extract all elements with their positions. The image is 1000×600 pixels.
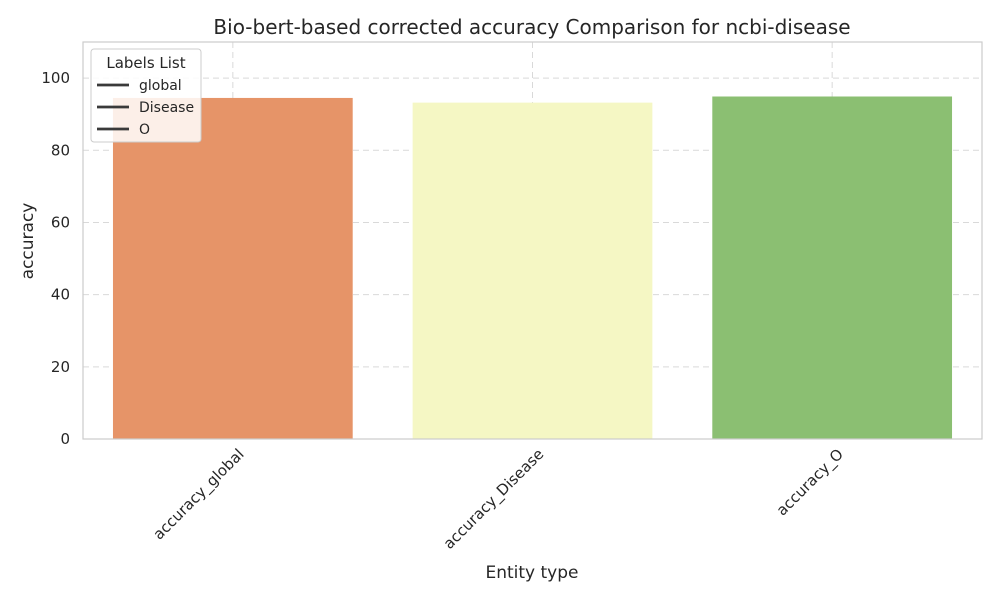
x-axis-label: Entity type	[485, 563, 578, 583]
bar-accuracy_global	[112, 97, 353, 439]
x-ticks: accuracy_global accuracy_Disease accuracy_…	[149, 445, 847, 553]
legend-entry-label: global	[139, 78, 182, 94]
legend-entry-label: O	[139, 122, 150, 138]
legend-box	[90, 48, 202, 143]
x-tick-label: accuracy_global	[149, 445, 248, 544]
y-tick-label: 20	[51, 358, 70, 376]
legend-entries: global Disease O	[97, 78, 194, 138]
y-tick-label: 60	[51, 213, 70, 231]
chart-title: Bio-bert-based corrected accuracy Compar…	[213, 15, 850, 39]
y-ticks: 0 20 40 60 80 100	[41, 69, 70, 448]
bar-accuracy_O	[712, 96, 953, 439]
legend-entry-label: Disease	[139, 100, 194, 116]
x-tick-label: accuracy_O	[773, 445, 848, 520]
y-tick-label: 40	[51, 286, 70, 304]
y-tick-label: 0	[60, 430, 70, 448]
legend: Labels List global Disease O	[90, 48, 202, 143]
plot-frame	[82, 41, 983, 440]
y-tick-label: 100	[41, 69, 70, 87]
bar-accuracy_Disease	[412, 102, 653, 440]
bars-layer	[112, 96, 953, 440]
y-axis-label: accuracy	[18, 203, 38, 280]
legend-title: Labels List	[106, 54, 185, 72]
y-tick-label: 80	[51, 141, 70, 159]
x-tick-label: accuracy_Disease	[440, 445, 548, 553]
